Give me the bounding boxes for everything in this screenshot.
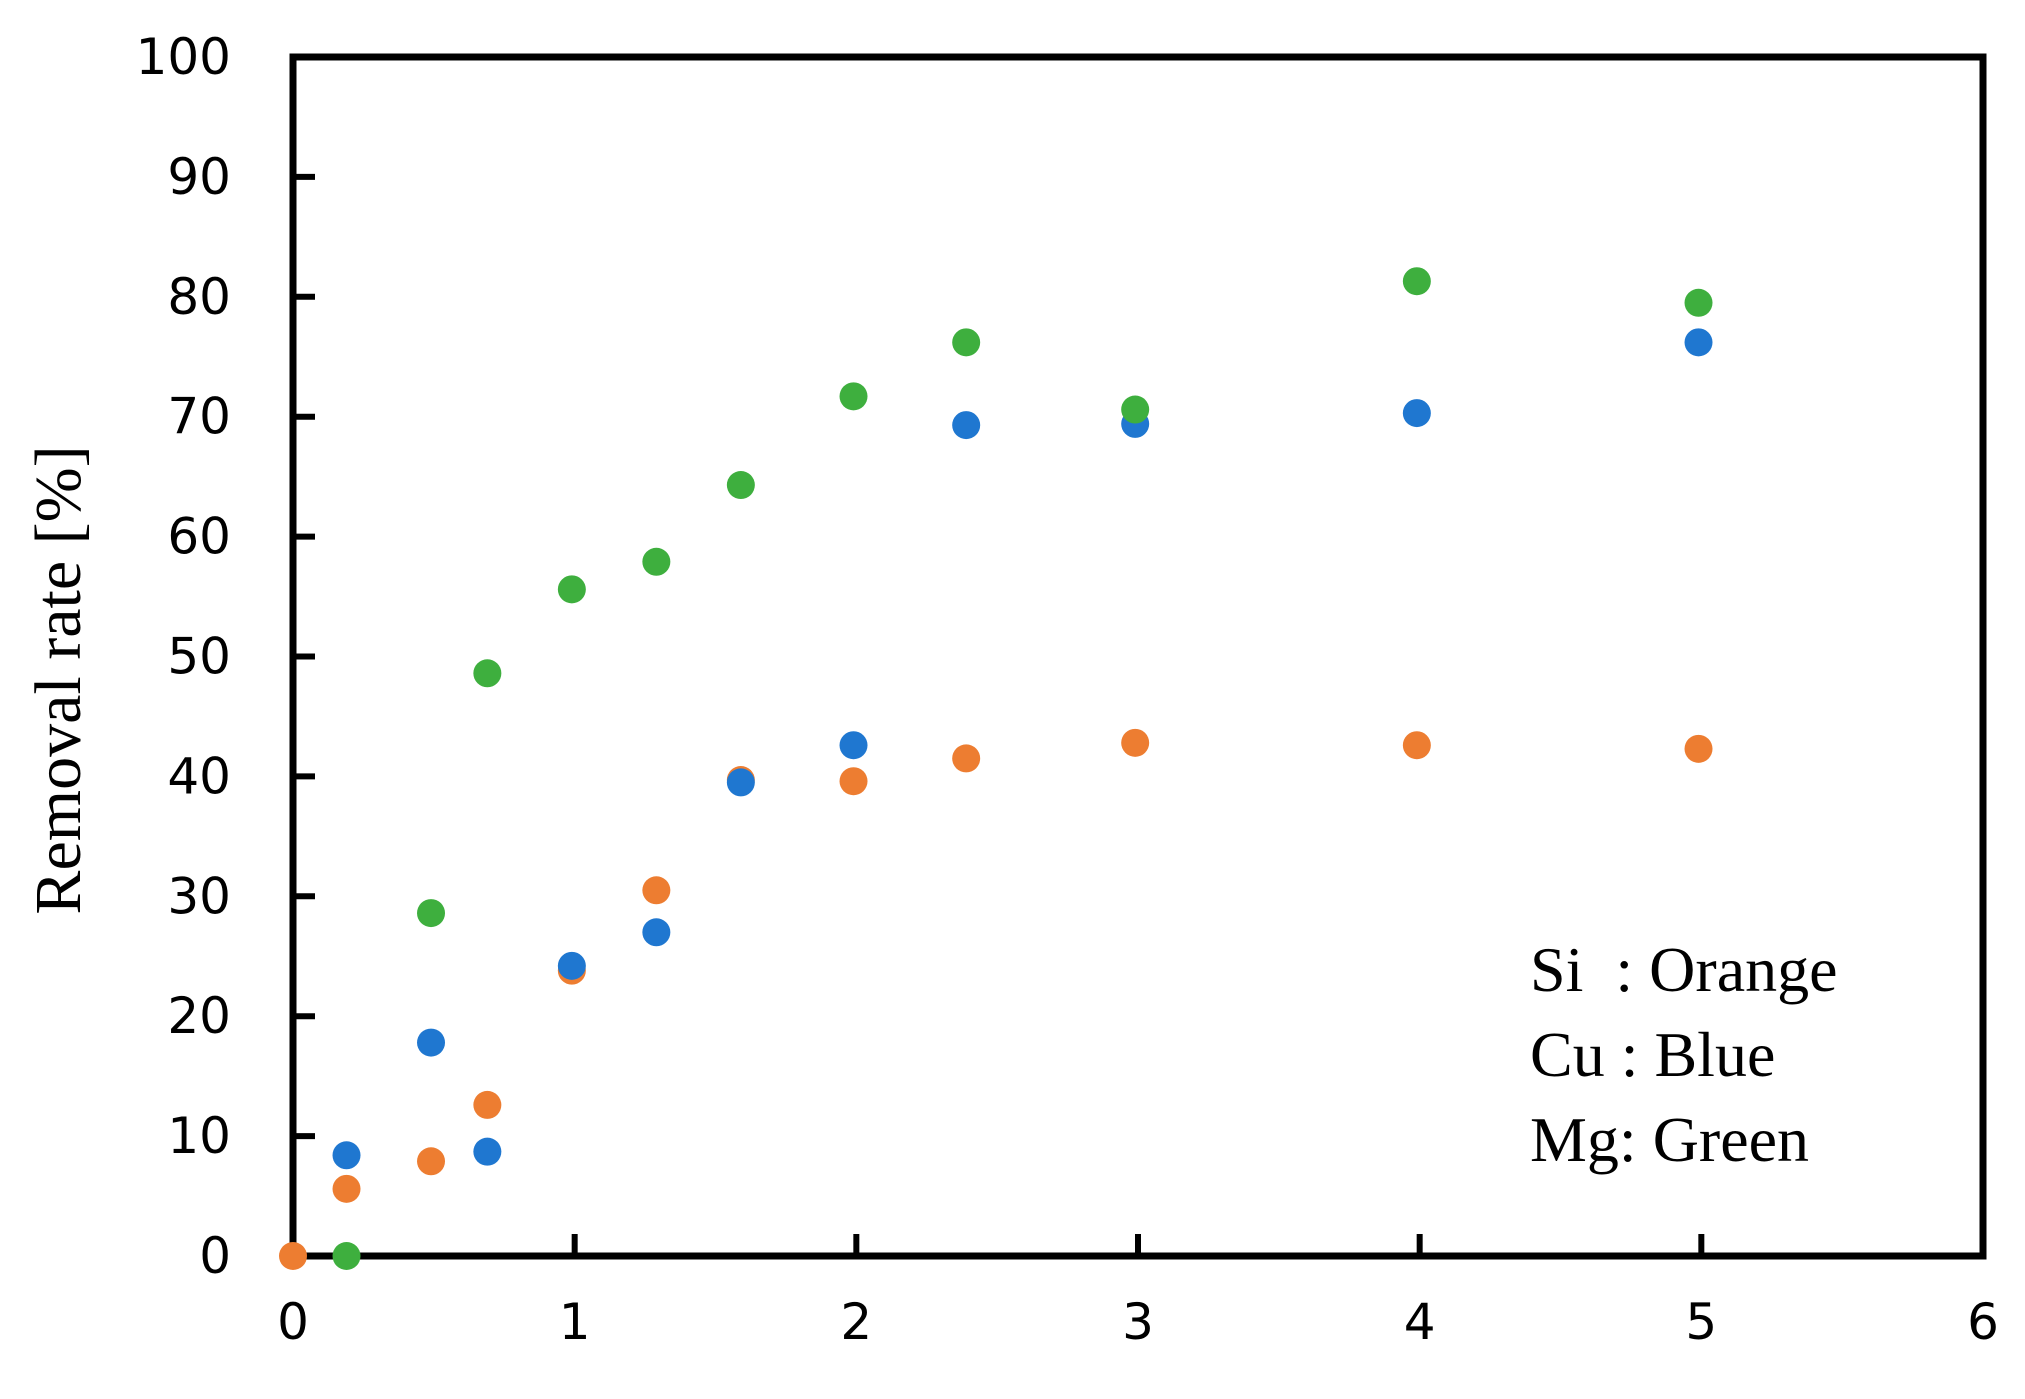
mg-point: [642, 547, 671, 576]
cu-point: [642, 918, 671, 947]
cu-point: [557, 951, 586, 980]
series-note-line-cu: Cu : Blue: [1530, 1019, 1775, 1090]
si-point: [473, 1090, 502, 1119]
x-tick-label: 6: [1967, 1293, 1999, 1351]
y-tick-label: 20: [167, 987, 231, 1045]
x-tick-label: 4: [1404, 1293, 1436, 1351]
cu-point: [332, 1141, 361, 1170]
y-axis-ticks: 0 10 20 30 40 50 60 70 80 90 100: [136, 28, 315, 1285]
y-tick-label: 0: [199, 1227, 231, 1285]
y-tick-label: 80: [167, 268, 231, 326]
si-point: [1121, 728, 1150, 757]
mg-point: [1684, 288, 1713, 317]
y-tick-label: 30: [167, 867, 231, 925]
series-note-line-mg: Mg: Green: [1530, 1104, 1809, 1175]
mg-point: [473, 659, 502, 688]
mg-point: [1402, 267, 1431, 296]
series-note: Si : Orange Cu : Blue Mg: Green: [1530, 934, 1838, 1175]
y-axis-title: Removal rate [%]: [22, 445, 95, 914]
cu-point: [839, 731, 868, 760]
si-point: [417, 1147, 446, 1176]
y-tick-label: 90: [167, 148, 231, 206]
x-tick-label: 0: [277, 1293, 309, 1351]
y-tick-label: 50: [167, 628, 231, 686]
data-points: [279, 267, 1713, 1270]
si-point: [642, 876, 671, 905]
cu-point: [1684, 328, 1713, 357]
si-point: [1402, 731, 1431, 760]
cu-point: [417, 1028, 446, 1057]
si-point: [1684, 734, 1713, 763]
y-tick-label: 10: [167, 1107, 231, 1165]
mg-point: [557, 575, 586, 604]
mg-point: [1121, 395, 1150, 424]
y-tick-label: 100: [136, 28, 231, 86]
si-point: [839, 767, 868, 796]
x-tick-label: 2: [840, 1293, 872, 1351]
cu-point: [726, 768, 755, 797]
mg-point: [417, 899, 446, 928]
series-note-line-si: Si : Orange: [1530, 934, 1838, 1005]
mg-point: [332, 1242, 361, 1270]
cu-point: [952, 411, 981, 440]
x-tick-label: 1: [559, 1293, 591, 1351]
si-point: [952, 744, 981, 773]
y-tick-label: 40: [167, 747, 231, 805]
cu-point: [1402, 399, 1431, 428]
x-tick-label: 5: [1685, 1293, 1717, 1351]
y-tick-label: 70: [167, 388, 231, 446]
mg-point: [839, 382, 868, 411]
x-axis-ticks: 0 1 2 3 4 5 6: [277, 1234, 1999, 1351]
x-tick-label: 3: [1122, 1293, 1154, 1351]
cu-point: [473, 1137, 502, 1166]
mg-point: [952, 328, 981, 357]
y-tick-label: 60: [167, 508, 231, 566]
si-point: [279, 1242, 307, 1270]
si-point: [332, 1174, 361, 1203]
mg-point: [726, 471, 755, 500]
